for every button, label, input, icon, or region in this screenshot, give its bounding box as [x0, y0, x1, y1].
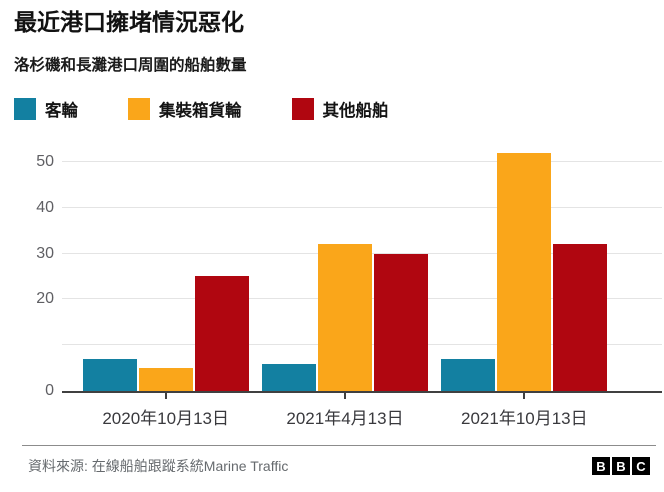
y-axis: 0 20 30 40 50 — [14, 139, 62, 399]
y-tick-label-30: 30 — [36, 244, 54, 262]
x-slot-1: 2021年4月13日 — [255, 393, 434, 429]
bar-其他船舶-1 — [373, 253, 428, 391]
legend-swatch-icon — [14, 98, 36, 120]
legend-item-2: 其他船舶 — [291, 97, 389, 121]
y-tick-label-0: 0 — [45, 382, 54, 399]
bar-其他船舶-2 — [553, 244, 608, 391]
bbc-logo-letter: B — [592, 457, 610, 475]
x-tick-icon — [523, 393, 526, 399]
bar-chart: 0 20 30 40 50 2020年10月13日 2021年4月13日 2021年10月1… — [14, 139, 664, 429]
x-tick-label-2: 2021年10月13日 — [461, 409, 588, 428]
chart-card: 最近港口擁堵情況惡化 洛杉磯和長灘港口周圍的船舶數量 客輪 集裝箱貨輪 其他船舶 0… — [14, 9, 664, 476]
bbc-logo-letter: B — [612, 457, 630, 475]
legend-swatch-icon — [128, 98, 150, 120]
legend-label: 客輪 — [45, 102, 78, 120]
page-title: 最近港口擁堵情況惡化 — [14, 9, 244, 35]
x-tick-label-1: 2021年4月13日 — [286, 409, 404, 428]
x-tick-label-0: 2020年10月13日 — [102, 409, 229, 428]
bar-group-1 — [255, 139, 434, 391]
legend-label: 其他船舶 — [322, 102, 389, 120]
x-slot-0: 2020年10月13日 — [76, 393, 255, 429]
legend-label: 集裝箱貨輪 — [159, 102, 242, 120]
chart-legend: 客輪 集裝箱貨輪 其他船舶 — [14, 97, 664, 121]
bar-集裝箱貨輪-1 — [317, 244, 372, 391]
x-tick-icon — [343, 393, 346, 399]
legend-swatch-icon — [291, 98, 314, 120]
bar-集裝箱貨輪-0 — [138, 368, 193, 391]
y-tick-label-20: 20 — [36, 290, 54, 308]
bar-group-2 — [435, 139, 614, 391]
bar-集裝箱貨輪-2 — [497, 152, 552, 391]
plot-area — [62, 139, 662, 393]
source-credit: 資料來源: 在線船舶跟蹤系統Marine Traffic — [28, 458, 289, 474]
bar-其他船舶-0 — [194, 276, 249, 391]
y-tick-label-50: 50 — [36, 152, 54, 170]
bar-group-0 — [76, 139, 255, 391]
bbc-logo-letter: C — [632, 457, 650, 475]
bar-groups — [76, 139, 614, 391]
y-tick-label-40: 40 — [36, 198, 54, 216]
gridline-40 — [62, 206, 662, 208]
bar-客輪-0 — [82, 358, 137, 391]
legend-item-0: 客輪 — [14, 97, 78, 121]
gridline-50 — [62, 160, 662, 162]
bar-客輪-1 — [261, 363, 316, 391]
x-tick-icon — [164, 393, 167, 399]
bar-客輪-2 — [441, 358, 496, 391]
legend-item-1: 集裝箱貨輪 — [128, 97, 242, 121]
chart-subtitle: 洛杉磯和長灘港口周圍的船舶數量 — [14, 57, 247, 74]
x-axis: 2020年10月13日 2021年4月13日 2021年10月13日 — [62, 393, 662, 429]
x-slot-2: 2021年10月13日 — [435, 393, 614, 429]
